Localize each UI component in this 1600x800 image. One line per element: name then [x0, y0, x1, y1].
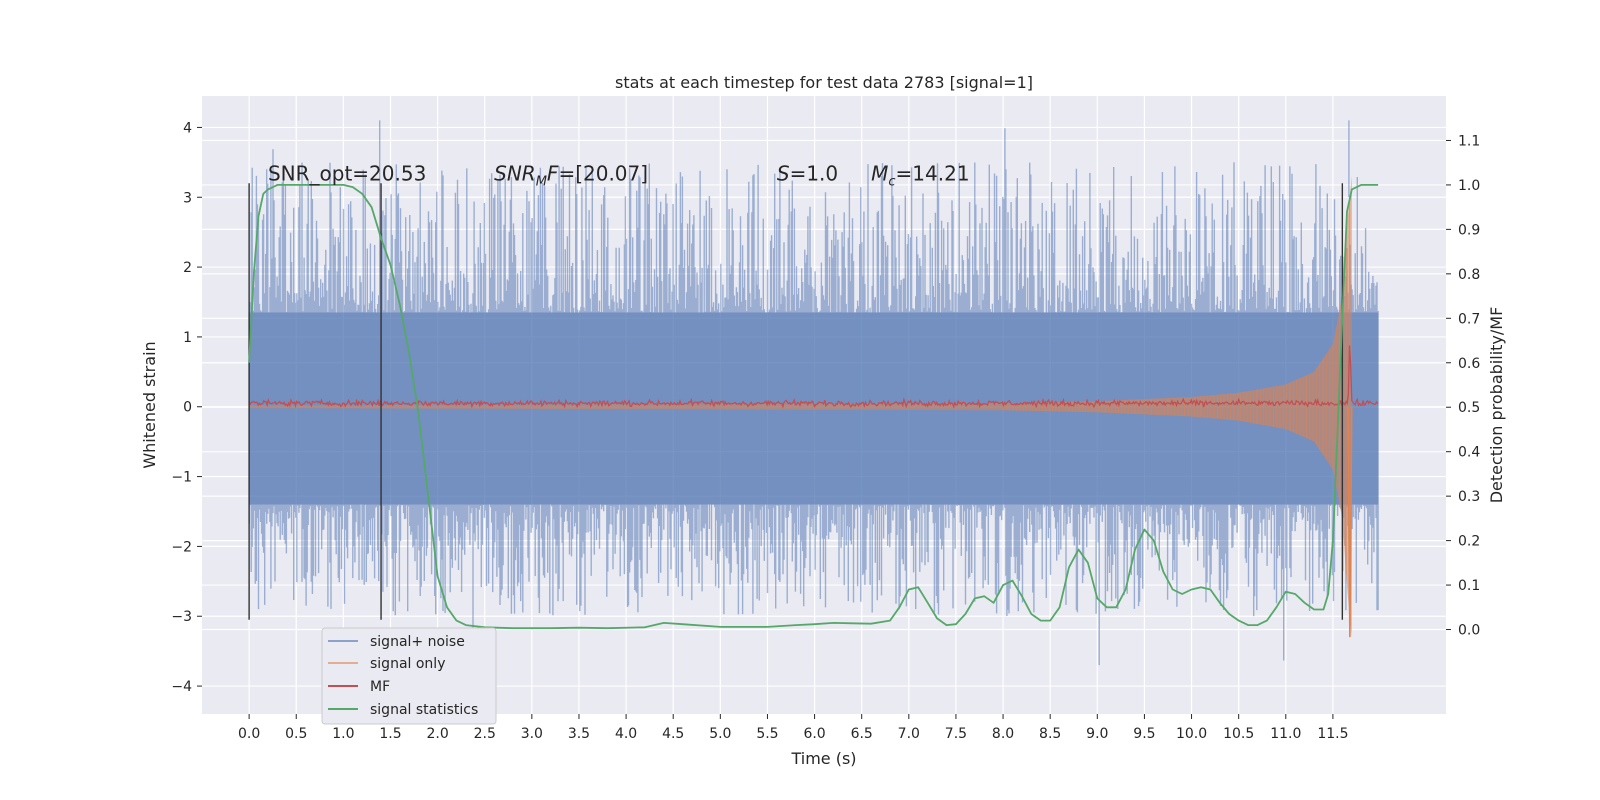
legend-label-signal-statistics: signal statistics — [370, 702, 478, 718]
y-tick-label-0: −4 — [171, 679, 192, 695]
x-tick-label-10: 5.0 — [709, 726, 731, 742]
x-tick-label-0: 0.0 — [238, 726, 260, 742]
x-tick-label-14: 7.0 — [898, 726, 920, 742]
y2-tick-label-8: 0.8 — [1458, 267, 1480, 283]
y-tick-label-7: 3 — [183, 190, 192, 206]
y2-axis-label: Detection probability/MF — [1487, 307, 1506, 504]
y-tick-label-2: −2 — [171, 539, 192, 555]
legend: signal+ noise signal only MF signal stat… — [321, 627, 497, 725]
x-tick-label-19: 9.5 — [1133, 726, 1155, 742]
x-tick-label-16: 8.0 — [992, 726, 1014, 742]
stat-line-group — [248, 184, 1379, 630]
annotations: SNR_opt=20.53 SNRMF=[20.07] S=1.0 Mc=14.21 — [268, 161, 970, 189]
y-tick-label-5: 1 — [183, 330, 192, 346]
x-tick-label-21: 10.5 — [1223, 726, 1254, 742]
y2-tick-label-4: 0.4 — [1458, 445, 1480, 461]
y2-tick-label-3: 0.3 — [1458, 489, 1480, 505]
y2-tick-label-11: 1.1 — [1458, 133, 1480, 149]
x-tick-label-13: 6.5 — [851, 726, 873, 742]
y-ticks: −4 −3 −2 −1 0 1 2 3 4 — [171, 120, 202, 695]
x-tick-label-3: 1.5 — [379, 726, 401, 742]
x-tick-label-2: 1.0 — [332, 726, 354, 742]
x-tick-label-17: 8.5 — [1039, 726, 1061, 742]
annotation-1: SNRMF=[20.07] — [494, 161, 648, 189]
x-tick-label-20: 10.0 — [1176, 726, 1207, 742]
y2-ticks: 0.0 0.1 0.2 0.3 0.4 0.5 0.6 0.7 0.8 0.9 1.0 1.1 — [1446, 133, 1480, 639]
vertical-markers — [248, 183, 1344, 620]
annotation-1-part-3: =[20.07] — [558, 161, 648, 185]
chart-title: stats at each timestep for test data 278… — [615, 73, 1033, 92]
annotation-2: S=1.0 — [777, 161, 838, 185]
y2-tick-label-9: 0.9 — [1458, 222, 1480, 238]
annotation-3: Mc=14.21 — [871, 161, 969, 189]
x-tick-label-6: 3.0 — [521, 726, 543, 742]
x-tick-label-22: 11.0 — [1270, 726, 1301, 742]
x-tick-label-1: 0.5 — [285, 726, 307, 742]
signal-statistics-line — [248, 184, 1379, 630]
x-tick-label-5: 2.5 — [474, 726, 496, 742]
annotation-3-part-2: =14.21 — [896, 161, 970, 185]
y2-tick-label-6: 0.6 — [1458, 356, 1480, 372]
y-tick-label-4: 0 — [183, 400, 192, 416]
y2-tick-label-7: 0.7 — [1458, 311, 1480, 327]
y-tick-label-8: 4 — [183, 120, 192, 136]
annotation-3-part-1: c — [888, 174, 895, 189]
chirp-envelope — [249, 176, 1352, 638]
annotation-1-part-1: M — [536, 174, 547, 189]
annotation-0-part-0: SNR_opt=20.53 — [268, 161, 426, 185]
annotation-2-part-0: S — [777, 161, 790, 185]
x-tick-label-23: 11.5 — [1317, 726, 1348, 742]
y2-tick-label-2: 0.2 — [1458, 534, 1480, 550]
x-tick-label-4: 2.0 — [426, 726, 448, 742]
y2-tick-label-5: 0.5 — [1458, 400, 1480, 416]
annotation-1-part-0: SNR — [494, 161, 536, 185]
mf-line — [248, 345, 1379, 409]
legend-label-signal-only: signal only — [370, 656, 445, 672]
x-tick-label-9: 4.5 — [662, 726, 684, 742]
signal-chirp — [249, 176, 1353, 638]
y-tick-label-1: −3 — [171, 609, 192, 625]
x-tick-label-8: 4.0 — [615, 726, 637, 742]
annotation-0: SNR_opt=20.53 — [268, 161, 426, 185]
y-axis-label: Whitened strain — [140, 341, 159, 468]
annotation-3-part-0: M — [871, 161, 888, 185]
annotation-1-part-2: F — [547, 161, 559, 185]
legend-label-signal-noise: signal+ noise — [370, 634, 465, 650]
legend-label-mf: MF — [370, 679, 390, 695]
annotation-2-part-1: =1.0 — [790, 161, 839, 185]
x-tick-label-15: 7.5 — [945, 726, 967, 742]
y-tick-label-3: −1 — [171, 470, 192, 486]
chirp-merger-dip — [1347, 406, 1353, 638]
x-tick-label-11: 5.5 — [756, 726, 778, 742]
y2-tick-label-0: 0.0 — [1458, 623, 1480, 639]
y2-tick-label-10: 1.0 — [1458, 178, 1480, 194]
x-axis-label: Time (s) — [790, 749, 856, 768]
x-ticks: 0.0 0.5 1.0 1.5 2.0 2.5 3.0 3.5 4.0 4.5 5.0 5.5 6.0 6… — [238, 714, 1348, 742]
y2-tick-label-1: 0.1 — [1458, 578, 1480, 594]
mf-line-group — [248, 345, 1379, 409]
x-tick-label-12: 6.0 — [803, 726, 825, 742]
x-tick-label-18: 9.0 — [1086, 726, 1108, 742]
legend-box — [321, 627, 497, 725]
y-tick-label-6: 2 — [183, 260, 192, 276]
x-tick-label-7: 3.5 — [568, 726, 590, 742]
chirp-oscillation — [1002, 200, 1350, 613]
